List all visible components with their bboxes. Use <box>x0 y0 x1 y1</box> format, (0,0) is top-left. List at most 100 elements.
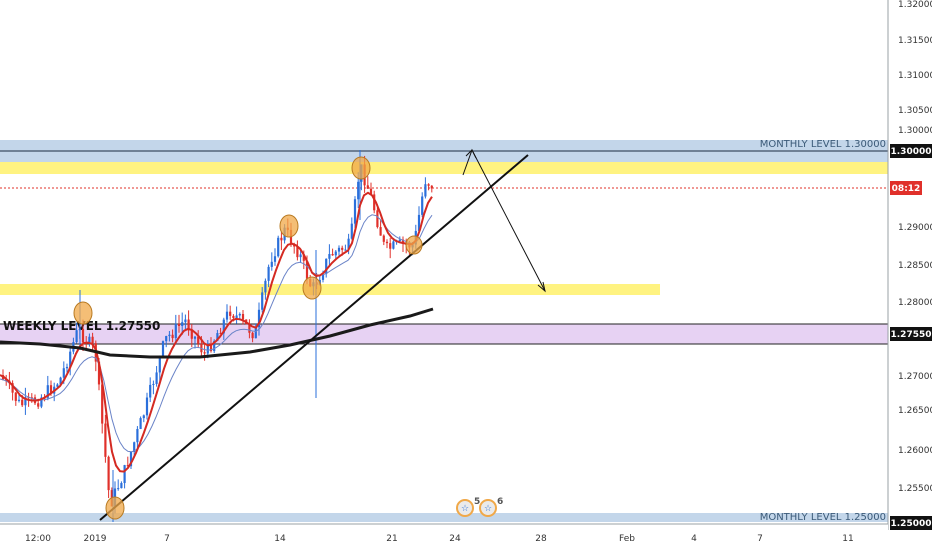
svg-text:08:12: 08:12 <box>892 184 921 194</box>
candle-body <box>254 327 257 339</box>
candle-body <box>187 319 190 331</box>
price-tick-label: 1.29000 <box>898 223 932 233</box>
candle-body <box>270 261 273 267</box>
candle-body <box>398 239 401 242</box>
price-tick-label: 1.30000 <box>898 126 932 136</box>
time-tick-label: 12:00 <box>25 534 51 544</box>
candle-body <box>257 309 261 328</box>
candle-body <box>21 399 24 406</box>
candle-body <box>190 330 193 339</box>
event-badge[interactable]: ☆ 5 <box>456 497 480 517</box>
candle-body <box>366 185 369 189</box>
time-axis-bg[interactable] <box>0 524 888 550</box>
time-tick-label: 4 <box>691 534 697 544</box>
price-axis-bg[interactable] <box>888 0 932 530</box>
candle-body <box>161 341 165 357</box>
candle-body <box>91 336 94 344</box>
candle-body <box>321 274 325 280</box>
candle-body <box>184 319 187 323</box>
candle-body <box>424 184 427 197</box>
price-tick-label: 1.26500 <box>898 406 932 416</box>
demand-zone-middle <box>0 284 660 295</box>
candle-body <box>341 247 344 250</box>
candle-body <box>197 336 200 344</box>
ma-long-line <box>0 307 434 359</box>
price-tick-label: 1.30500 <box>898 106 932 116</box>
candle-body <box>46 385 49 398</box>
candle-body <box>251 332 254 339</box>
candle-body <box>101 384 104 424</box>
candle-body <box>27 397 30 399</box>
candle-body <box>142 415 145 419</box>
candle-body <box>136 429 139 443</box>
price-tick-label: 1.31500 <box>898 36 932 46</box>
candle-body <box>219 333 222 335</box>
time-axis-ticks: 12:00 2019 7 14 21 24 28 Feb 4 7 11 <box>25 534 854 544</box>
candle-body <box>88 336 91 344</box>
candle-body <box>149 384 152 398</box>
monthly-zone-bottom <box>0 513 888 522</box>
candle-body <box>181 322 184 326</box>
time-tick-label: 2019 <box>84 534 107 544</box>
candle-body <box>177 323 181 326</box>
trendline <box>99 154 529 521</box>
candle-body <box>277 237 280 257</box>
price-tag-monthly-top: 1.30000 <box>890 144 932 158</box>
supply-zone-top <box>0 162 888 174</box>
price-tick-label: 1.26000 <box>898 446 932 456</box>
candle-body <box>155 372 158 384</box>
candle-body <box>344 249 347 251</box>
monthly-level-bottom-label: MONTHLY LEVEL 1.25000 <box>760 512 886 523</box>
candle-body <box>222 319 225 334</box>
swing-marker <box>279 214 299 238</box>
candle-body <box>193 336 197 339</box>
candle-body <box>213 340 216 352</box>
candle-body <box>145 397 149 416</box>
candle-body <box>126 465 129 467</box>
candle-body <box>123 465 126 484</box>
swing-marker <box>351 156 371 180</box>
candle-body <box>56 384 59 387</box>
candle-body <box>238 313 241 316</box>
candle-body <box>49 385 53 394</box>
swing-marker <box>105 496 125 520</box>
candle-body <box>81 328 85 343</box>
candle-body <box>357 181 360 200</box>
candle-body <box>353 199 357 224</box>
candle-body <box>376 210 379 228</box>
candle-body <box>171 334 174 339</box>
candle-body <box>152 383 155 385</box>
candle-body <box>117 488 120 490</box>
candle-body <box>427 184 430 186</box>
candle-body <box>350 223 353 239</box>
svg-text:5: 5 <box>474 497 480 507</box>
candle-body <box>37 403 40 407</box>
candle-body <box>264 280 267 293</box>
time-tick-label: 7 <box>757 534 763 544</box>
time-tick-label: Feb <box>619 534 635 544</box>
candle-body <box>216 333 219 341</box>
ma-slow-line <box>0 214 433 453</box>
candle-body <box>389 243 392 249</box>
svg-text:☆: ☆ <box>461 504 469 514</box>
candle-body <box>168 334 171 337</box>
candle-body <box>267 266 270 281</box>
candle-body <box>385 241 389 244</box>
time-tick-label: 11 <box>842 534 853 544</box>
candle-body <box>139 418 142 430</box>
candle-body <box>328 254 331 259</box>
candle-body <box>379 227 382 236</box>
weekly-level-label: WEEKLY LEVEL 1.27550 <box>3 319 160 333</box>
projection-arrow <box>462 148 546 293</box>
candle-body <box>369 188 373 195</box>
event-badge[interactable]: ☆ 6 <box>479 497 503 517</box>
swing-point-markers <box>73 156 423 520</box>
time-tick-label: 14 <box>274 534 286 544</box>
candle-body <box>40 397 43 407</box>
candle-body <box>69 351 72 367</box>
price-tick-label: 1.28500 <box>898 261 932 271</box>
price-tag-weekly: 1.27550 <box>890 327 932 341</box>
candle-body <box>382 235 385 242</box>
candle-body <box>373 194 376 211</box>
